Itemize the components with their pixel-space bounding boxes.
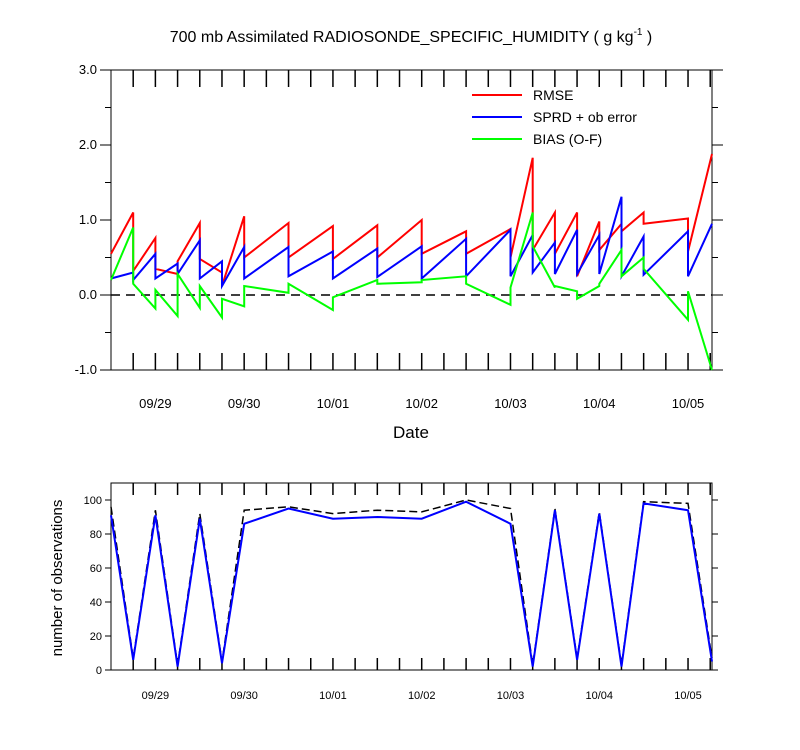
- legend-label: RMSE: [533, 87, 573, 103]
- top-x-tick-label: 09/29: [139, 396, 172, 411]
- top-y-tick-label: 2.0: [79, 137, 97, 152]
- bottom-y-tick-label: 60: [90, 563, 102, 575]
- top-series-bias-o-f: [110, 212, 713, 371]
- top-x-tick-label: 10/01: [317, 396, 350, 411]
- bottom-x-tick-label: 10/02: [408, 690, 436, 702]
- bottom-ylabel: number of observations: [49, 500, 66, 657]
- chart-title-superscript: -1: [634, 27, 643, 38]
- legend-label: BIAS (O-F): [533, 131, 602, 147]
- top-y-tick-label: 3.0: [79, 62, 97, 77]
- top-y-tick-label: 1.0: [79, 212, 97, 227]
- top-y-tick-label: -1.0: [75, 362, 97, 377]
- bottom-frame: [110, 482, 713, 671]
- top-x-tick-label: 10/02: [405, 396, 438, 411]
- bottom-x-tick-label: 10/04: [585, 690, 613, 702]
- bottom-chart: 09/29 09/30 10/01 10/02 10/03 10/04 10/05 0 20 40…: [84, 482, 718, 702]
- top-x-tick-label: 10/03: [494, 396, 527, 411]
- top-x-tick-label: 10/04: [583, 396, 616, 411]
- bottom-y-tick-label: 0: [96, 665, 102, 677]
- top-chart: 09/29 09/30 10/01 10/02 10/03 10/04 10/05 -1.0 0…: [75, 62, 723, 411]
- bottom-y-tick-label: 100: [84, 495, 102, 507]
- top-y-tick-label: 0.0: [79, 287, 97, 302]
- bottom-x-tick-label: 10/05: [674, 690, 702, 702]
- top-xlabel: Date: [393, 423, 429, 442]
- bottom-y-tick-label: 80: [90, 529, 102, 541]
- bottom-x-tick-label: 10/01: [319, 690, 347, 702]
- top-x-tick-label: 10/05: [672, 396, 705, 411]
- bottom-series-assimilated: [110, 500, 713, 667]
- bottom-x-tick-label: 10/03: [497, 690, 525, 702]
- bottom-x-tick-label: 09/30: [230, 690, 258, 702]
- chart-title-main: 700 mb Assimilated RADIOSONDE_SPECIFIC_H…: [170, 29, 634, 46]
- chart-title: 700 mb Assimilated RADIOSONDE_SPECIFIC_H…: [170, 27, 653, 46]
- top-series-sprd-ob-error: [110, 196, 713, 290]
- bottom-y-tick-label: 20: [90, 631, 102, 643]
- top-x-tick-label: 09/30: [228, 396, 261, 411]
- legend-label: SPRD + ob error: [533, 109, 637, 125]
- bottom-x-tick-label: 09/29: [142, 690, 170, 702]
- bottom-y-tick-label: 40: [90, 597, 102, 609]
- chart-title-end: ): [642, 29, 652, 46]
